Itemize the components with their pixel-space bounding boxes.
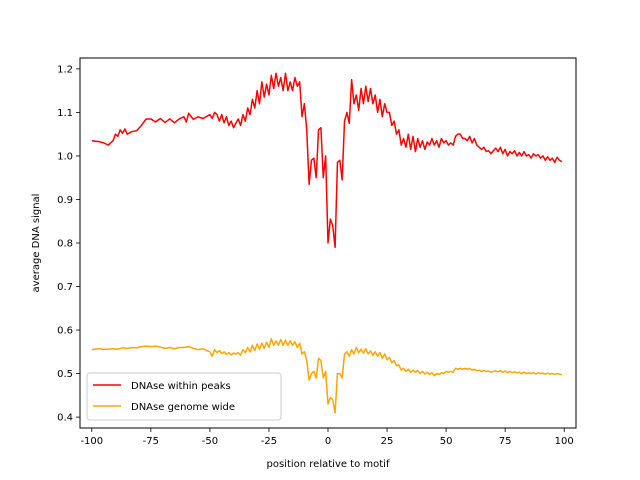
x-axis-ticks: -100 -75 -50 -25 0 25 50 75 100 xyxy=(80,428,574,447)
y-tick-label: 1.0 xyxy=(57,151,73,162)
series-line-dnase-genome-wide xyxy=(91,338,563,414)
x-tick-label: -75 xyxy=(143,436,159,447)
legend-box xyxy=(86,372,282,421)
x-tick-label: 50 xyxy=(440,436,453,447)
y-tick-label: 1.1 xyxy=(57,108,73,119)
legend-label-dnase-within-peaks: DNAse within peaks xyxy=(131,381,231,392)
x-tick-label: 100 xyxy=(555,436,574,447)
y-axis-label: average DNA signal xyxy=(31,194,42,293)
x-tick-label: -100 xyxy=(80,436,103,447)
series-layer xyxy=(91,72,563,414)
x-axis-label: position relative to motif xyxy=(267,459,390,470)
y-axis-ticks: 0.4 0.5 0.6 0.7 0.8 0.9 1.0 1.1 1.2 xyxy=(57,64,80,424)
legend: DNAse within peaks DNAse genome wide xyxy=(86,372,282,421)
x-tick-label: 75 xyxy=(499,436,512,447)
y-tick-label: 0.9 xyxy=(57,195,73,206)
series-line-dnase-within-peaks xyxy=(91,72,563,249)
x-tick-label: 0 xyxy=(325,436,331,447)
x-tick-label: 25 xyxy=(381,436,394,447)
y-tick-label: 0.8 xyxy=(57,239,73,250)
y-tick-label: 1.2 xyxy=(57,64,73,75)
legend-label-dnase-genome-wide: DNAse genome wide xyxy=(131,402,235,413)
y-tick-label: 0.4 xyxy=(57,413,73,424)
x-tick-label: -25 xyxy=(261,436,277,447)
y-tick-label: 0.5 xyxy=(57,369,73,380)
y-tick-label: 0.7 xyxy=(57,282,73,293)
y-tick-label: 0.6 xyxy=(57,326,73,337)
x-tick-label: -50 xyxy=(202,436,218,447)
